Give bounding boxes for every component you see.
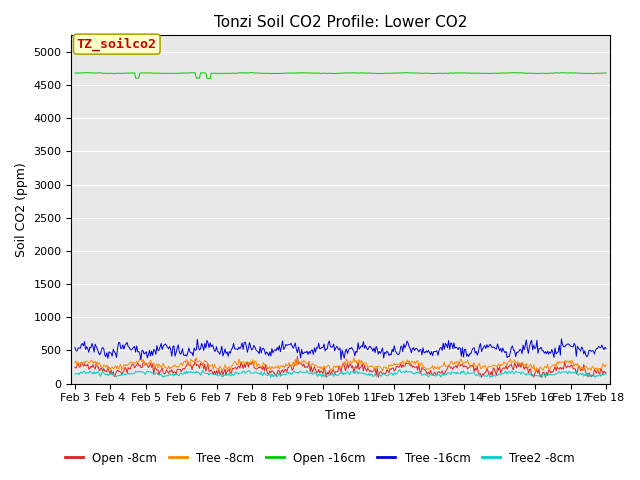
Open -16cm xyxy=(326,70,333,76)
X-axis label: Time: Time xyxy=(325,409,356,422)
Open -16cm xyxy=(206,76,214,82)
Open -16cm xyxy=(591,71,599,76)
Open -8cm xyxy=(477,374,485,380)
Text: TZ_soilco2: TZ_soilco2 xyxy=(77,37,157,51)
Tree -8cm xyxy=(508,360,515,366)
Open -16cm xyxy=(329,71,337,76)
Line: Open -8cm: Open -8cm xyxy=(75,357,606,377)
Tree -8cm xyxy=(388,363,396,369)
Line: Open -16cm: Open -16cm xyxy=(75,72,606,79)
Open -16cm xyxy=(247,70,255,75)
Y-axis label: Soil CO2 (ppm): Soil CO2 (ppm) xyxy=(15,162,28,257)
Tree2 -8cm xyxy=(387,370,395,376)
Tree2 -8cm xyxy=(591,375,599,381)
Line: Tree -8cm: Tree -8cm xyxy=(75,358,606,372)
Open -16cm xyxy=(360,71,368,76)
Tree2 -8cm xyxy=(508,369,515,374)
Open -16cm xyxy=(602,70,610,76)
Open -8cm xyxy=(602,370,610,376)
Tree -8cm xyxy=(193,355,200,360)
Tree2 -8cm xyxy=(71,372,79,377)
Line: Tree -16cm: Tree -16cm xyxy=(75,339,606,360)
Open -8cm xyxy=(294,354,301,360)
Open -8cm xyxy=(591,369,599,374)
Tree2 -8cm xyxy=(326,372,334,378)
Tree -16cm xyxy=(71,345,79,350)
Tree -16cm xyxy=(388,346,396,352)
Tree -8cm xyxy=(328,367,335,372)
Open -8cm xyxy=(360,368,367,374)
Tree -8cm xyxy=(532,369,540,375)
Tree -16cm xyxy=(508,345,515,350)
Tree -8cm xyxy=(591,365,599,371)
Tree -16cm xyxy=(137,357,145,362)
Tree -8cm xyxy=(71,360,79,366)
Tree -8cm xyxy=(324,362,332,368)
Open -8cm xyxy=(328,370,335,375)
Open -16cm xyxy=(71,70,79,76)
Open -16cm xyxy=(509,70,516,76)
Open -8cm xyxy=(388,365,396,371)
Open -16cm xyxy=(389,70,397,76)
Tree -16cm xyxy=(324,340,332,346)
Legend: Open -8cm, Tree -8cm, Open -16cm, Tree -16cm, Tree2 -8cm: Open -8cm, Tree -8cm, Open -16cm, Tree -… xyxy=(60,447,580,469)
Tree2 -8cm xyxy=(591,373,598,379)
Tree -16cm xyxy=(360,339,367,345)
Open -8cm xyxy=(324,372,332,377)
Open -8cm xyxy=(71,364,79,370)
Tree2 -8cm xyxy=(396,367,403,372)
Tree -16cm xyxy=(328,344,335,350)
Tree2 -8cm xyxy=(602,371,610,377)
Title: Tonzi Soil CO2 Profile: Lower CO2: Tonzi Soil CO2 Profile: Lower CO2 xyxy=(214,15,467,30)
Tree -8cm xyxy=(602,362,610,368)
Tree -16cm xyxy=(602,346,610,351)
Tree -16cm xyxy=(557,336,565,342)
Tree2 -8cm xyxy=(358,370,366,375)
Line: Tree2 -8cm: Tree2 -8cm xyxy=(75,370,606,378)
Open -8cm xyxy=(509,366,516,372)
Tree -8cm xyxy=(360,362,367,368)
Tree2 -8cm xyxy=(323,373,331,379)
Tree -16cm xyxy=(591,348,599,353)
